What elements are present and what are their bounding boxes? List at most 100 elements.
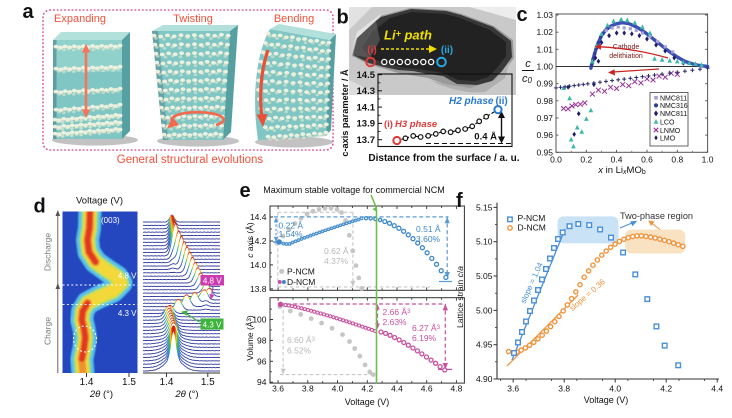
svg-text:Voltage (V): Voltage (V) <box>584 395 629 405</box>
svg-text:(003): (003) <box>101 216 120 225</box>
svg-text:(i)H3 phase: (i) H3 phase <box>384 119 438 130</box>
svg-text:1.4: 1.4 <box>160 377 174 388</box>
svg-text:3.8: 3.8 <box>558 384 570 394</box>
svg-text:Lattice strain c/a: Lattice strain c/a <box>455 266 465 328</box>
svg-text:(ii): (ii) <box>441 45 453 56</box>
svg-text:a: a <box>23 1 35 23</box>
svg-text:13.7: 13.7 <box>357 135 376 146</box>
svg-text:96: 96 <box>257 356 267 366</box>
svg-text:4.95: 4.95 <box>476 340 493 350</box>
svg-text:1.02: 1.02 <box>536 27 553 37</box>
svg-text:4.3 V: 4.3 V <box>203 320 222 329</box>
svg-text:0.22 Å: 0.22 Å <box>279 221 304 231</box>
svg-text:Discharge: Discharge <box>43 233 53 272</box>
svg-text:1.4: 1.4 <box>80 377 94 388</box>
svg-text:4.4: 4.4 <box>391 384 403 394</box>
svg-text:2.63%: 2.63% <box>383 317 408 327</box>
svg-text:Twisting: Twisting <box>173 13 213 25</box>
svg-text:P-NCM: P-NCM <box>287 267 315 277</box>
svg-text:0.4 Å: 0.4 Å <box>474 132 497 143</box>
svg-text:LCO: LCO <box>660 119 675 126</box>
svg-text:d: d <box>34 196 46 218</box>
svg-text:P-NCM: P-NCM <box>518 213 546 223</box>
svg-text:f: f <box>456 190 463 212</box>
svg-text:NMC811: NMC811 <box>660 96 687 103</box>
svg-text:Charge: Charge <box>43 317 53 345</box>
svg-text:0.62 Å: 0.62 Å <box>324 246 349 256</box>
svg-text:5.05: 5.05 <box>476 271 493 281</box>
svg-text:NMC811: NMC811 <box>660 111 687 118</box>
svg-text:0.2: 0.2 <box>580 154 592 164</box>
svg-text:c-axis parameter / Å: c-axis parameter / Å <box>340 69 350 157</box>
svg-text:100: 100 <box>252 315 266 325</box>
svg-text:Cathode: Cathode <box>613 44 640 51</box>
svg-text:0.97: 0.97 <box>536 113 553 123</box>
svg-text:4.4: 4.4 <box>711 384 723 394</box>
svg-text:5.10: 5.10 <box>476 237 493 247</box>
svg-text:1.00: 1.00 <box>536 62 553 72</box>
svg-text:1.03: 1.03 <box>536 10 553 20</box>
svg-text:delithiation: delithiation <box>609 53 643 60</box>
svg-text:14.4: 14.4 <box>250 212 267 222</box>
svg-text:6.27 Å3: 6.27 Å3 <box>412 323 441 333</box>
svg-text:General structural evolutions: General structural evolutions <box>117 154 264 166</box>
svg-text:NMC316: NMC316 <box>660 103 688 110</box>
svg-text:2.66 Å3: 2.66 Å3 <box>383 307 412 317</box>
svg-text:6.60 Å3: 6.60 Å3 <box>287 335 316 345</box>
svg-text:D-NCM: D-NCM <box>518 223 546 233</box>
svg-text:98: 98 <box>257 335 267 345</box>
svg-text:x in LixMOb: x in LixMOb <box>597 165 646 176</box>
svg-text:3.6: 3.6 <box>507 384 519 394</box>
svg-text:c: c <box>517 4 528 26</box>
svg-text:14.0: 14.0 <box>250 260 267 270</box>
svg-text:Voltage (V): Voltage (V) <box>345 397 390 407</box>
svg-text:H2 phase(ii): H2 phase (ii) <box>449 96 508 107</box>
svg-text:2θ (°): 2θ (°) <box>174 389 198 400</box>
svg-text:1.54%: 1.54% <box>279 229 304 239</box>
svg-text:Volume (Å3): Volume (Å3) <box>245 315 255 361</box>
svg-text:5.00: 5.00 <box>476 305 493 315</box>
svg-text:0.4: 0.4 <box>611 154 623 164</box>
svg-text:e: e <box>240 180 251 202</box>
svg-text:4.0: 4.0 <box>609 384 621 394</box>
svg-text:Bending: Bending <box>274 13 314 25</box>
svg-text:c axis (Å): c axis (Å) <box>245 222 255 258</box>
svg-text:4.8 V: 4.8 V <box>118 272 137 281</box>
svg-text:LMO: LMO <box>660 136 676 143</box>
svg-text:D-NCM: D-NCM <box>287 277 315 287</box>
svg-text:1.5: 1.5 <box>201 377 215 388</box>
svg-text:4.2: 4.2 <box>660 384 672 394</box>
svg-text:2θ (°): 2θ (°) <box>89 389 113 400</box>
svg-text:4.0: 4.0 <box>332 384 344 394</box>
svg-text:0.51 Å: 0.51 Å <box>416 224 441 234</box>
svg-text:4.90: 4.90 <box>476 374 493 384</box>
svg-text:3.60%: 3.60% <box>416 234 441 244</box>
svg-text:1.01: 1.01 <box>536 44 553 54</box>
svg-text:13.8: 13.8 <box>250 284 267 294</box>
svg-text:13.9: 13.9 <box>357 119 376 130</box>
svg-text:0.95: 0.95 <box>536 147 553 157</box>
svg-text:0.6: 0.6 <box>641 154 653 164</box>
svg-text:3.8: 3.8 <box>302 384 314 394</box>
svg-text:Expanding: Expanding <box>54 13 106 25</box>
svg-text:6.19%: 6.19% <box>412 333 437 343</box>
svg-text:0.0: 0.0 <box>550 154 562 164</box>
svg-text:LNMO: LNMO <box>660 128 681 135</box>
svg-text:1.0: 1.0 <box>702 154 714 164</box>
svg-text:Maximum stable voltage for com: Maximum stable voltage for commercial NC… <box>263 185 445 195</box>
svg-text:0.8: 0.8 <box>671 154 683 164</box>
svg-text:0.99: 0.99 <box>536 79 553 89</box>
svg-text:c: c <box>525 58 531 70</box>
svg-text:4.8: 4.8 <box>450 384 462 394</box>
svg-text:Distance from the surface / a.: Distance from the surface / a. u. <box>368 153 519 164</box>
svg-text:6.52%: 6.52% <box>287 346 312 356</box>
svg-text:(i): (i) <box>367 45 376 56</box>
svg-text:3.6: 3.6 <box>272 384 284 394</box>
svg-text:14.3: 14.3 <box>357 86 376 97</box>
svg-text:4.37%: 4.37% <box>324 256 349 266</box>
svg-text:14.5: 14.5 <box>357 70 376 81</box>
svg-text:Two-phase region: Two-phase region <box>620 211 693 221</box>
svg-text:5.15: 5.15 <box>476 202 493 212</box>
svg-text:4.8 V: 4.8 V <box>203 276 222 285</box>
svg-text:4.6: 4.6 <box>421 384 433 394</box>
